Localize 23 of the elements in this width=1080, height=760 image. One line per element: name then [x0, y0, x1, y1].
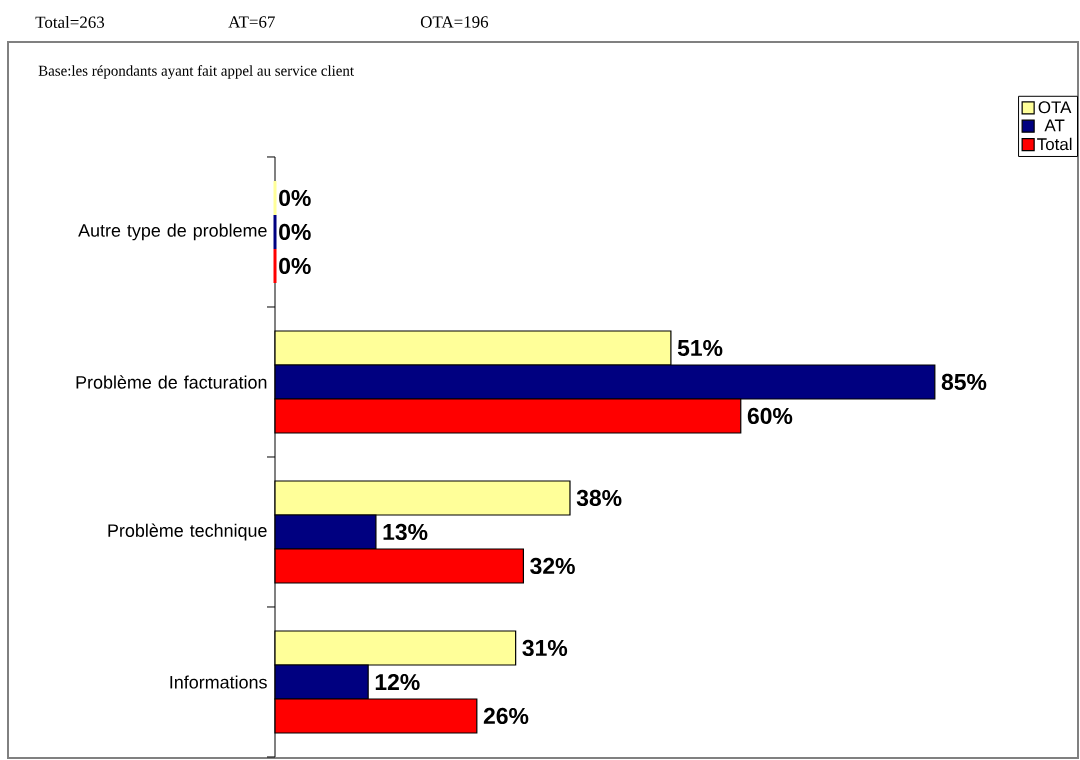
data-label: 0% [279, 189, 311, 207]
y-tick-label: Problème de facturation [76, 375, 267, 389]
text: Total=263 [35, 16, 105, 28]
data-label: 85% [941, 373, 987, 391]
data-label: 60% [747, 407, 793, 425]
y-tick-label: Autre type de probleme [78, 223, 267, 241]
text: AT=67 [228, 16, 275, 28]
y-tick-label: Problème technique [108, 523, 267, 541]
legend-label: OTA [1038, 101, 1072, 114]
legend-label: Total [1037, 137, 1072, 151]
y-tick-label: Informations [170, 675, 267, 689]
data-label: 31% [522, 639, 568, 657]
data-label: 26% [483, 707, 529, 725]
data-label: 13% [383, 523, 428, 541]
data-label: 0% [279, 223, 311, 241]
data-label: 0% [279, 257, 311, 275]
data-label: 38% [576, 489, 622, 507]
legend-label: AT [1044, 119, 1065, 132]
data-label: 51% [677, 339, 723, 357]
text: Base:les répondants ayant fait appel au service client [38, 65, 354, 79]
text: OTA=196 [420, 16, 489, 28]
data-label: 12% [375, 673, 420, 691]
data-label: 32% [530, 557, 575, 575]
